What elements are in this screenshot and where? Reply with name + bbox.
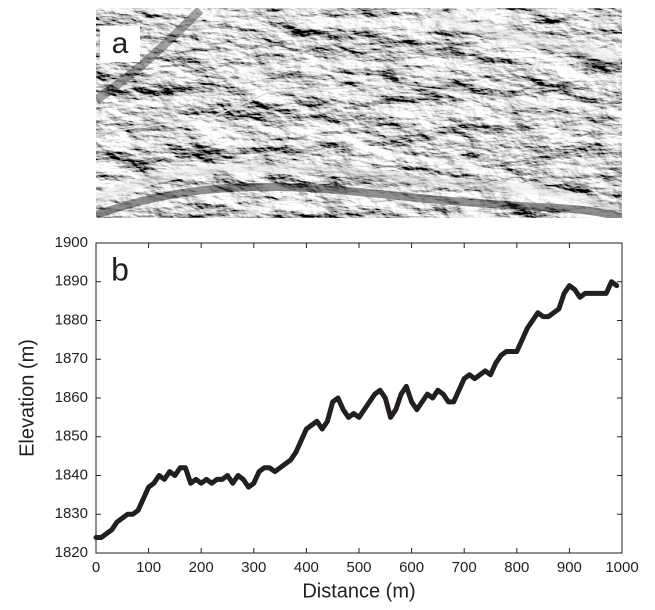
y-axis-label: Elevation (m) <box>16 339 38 457</box>
x-tick-label: 800 <box>504 559 529 576</box>
hillshade-image: a <box>96 8 622 218</box>
x-axis-label: Distance (m) <box>302 580 415 602</box>
y-tick-label: 1900 <box>55 234 88 251</box>
x-tick-label: 0 <box>92 559 100 576</box>
x-tick-label: 1000 <box>605 559 638 576</box>
x-tick-label: 200 <box>189 559 214 576</box>
panel-label: b <box>111 251 129 287</box>
y-tick-label: 1890 <box>55 273 88 290</box>
axes-frame <box>95 242 623 554</box>
y-tick-label: 1880 <box>55 311 88 328</box>
x-tick-label: 400 <box>294 559 319 576</box>
y-tick-label: 1860 <box>55 389 88 406</box>
x-tick-label: 300 <box>241 559 266 576</box>
x-tick-label: 100 <box>136 559 161 576</box>
x-tick-label: 700 <box>452 559 477 576</box>
x-tick-label: 900 <box>557 559 582 576</box>
x-tick-label: 500 <box>346 559 371 576</box>
panel-label: a <box>112 27 129 60</box>
y-tick-label: 1820 <box>55 544 88 561</box>
y-tick-label: 1870 <box>55 350 88 367</box>
y-tick-label: 1840 <box>55 466 88 483</box>
y-tick-label: 1850 <box>55 428 88 445</box>
y-tick-label: 1830 <box>55 505 88 522</box>
x-tick-label: 600 <box>399 559 424 576</box>
profile-line <box>93 279 620 540</box>
